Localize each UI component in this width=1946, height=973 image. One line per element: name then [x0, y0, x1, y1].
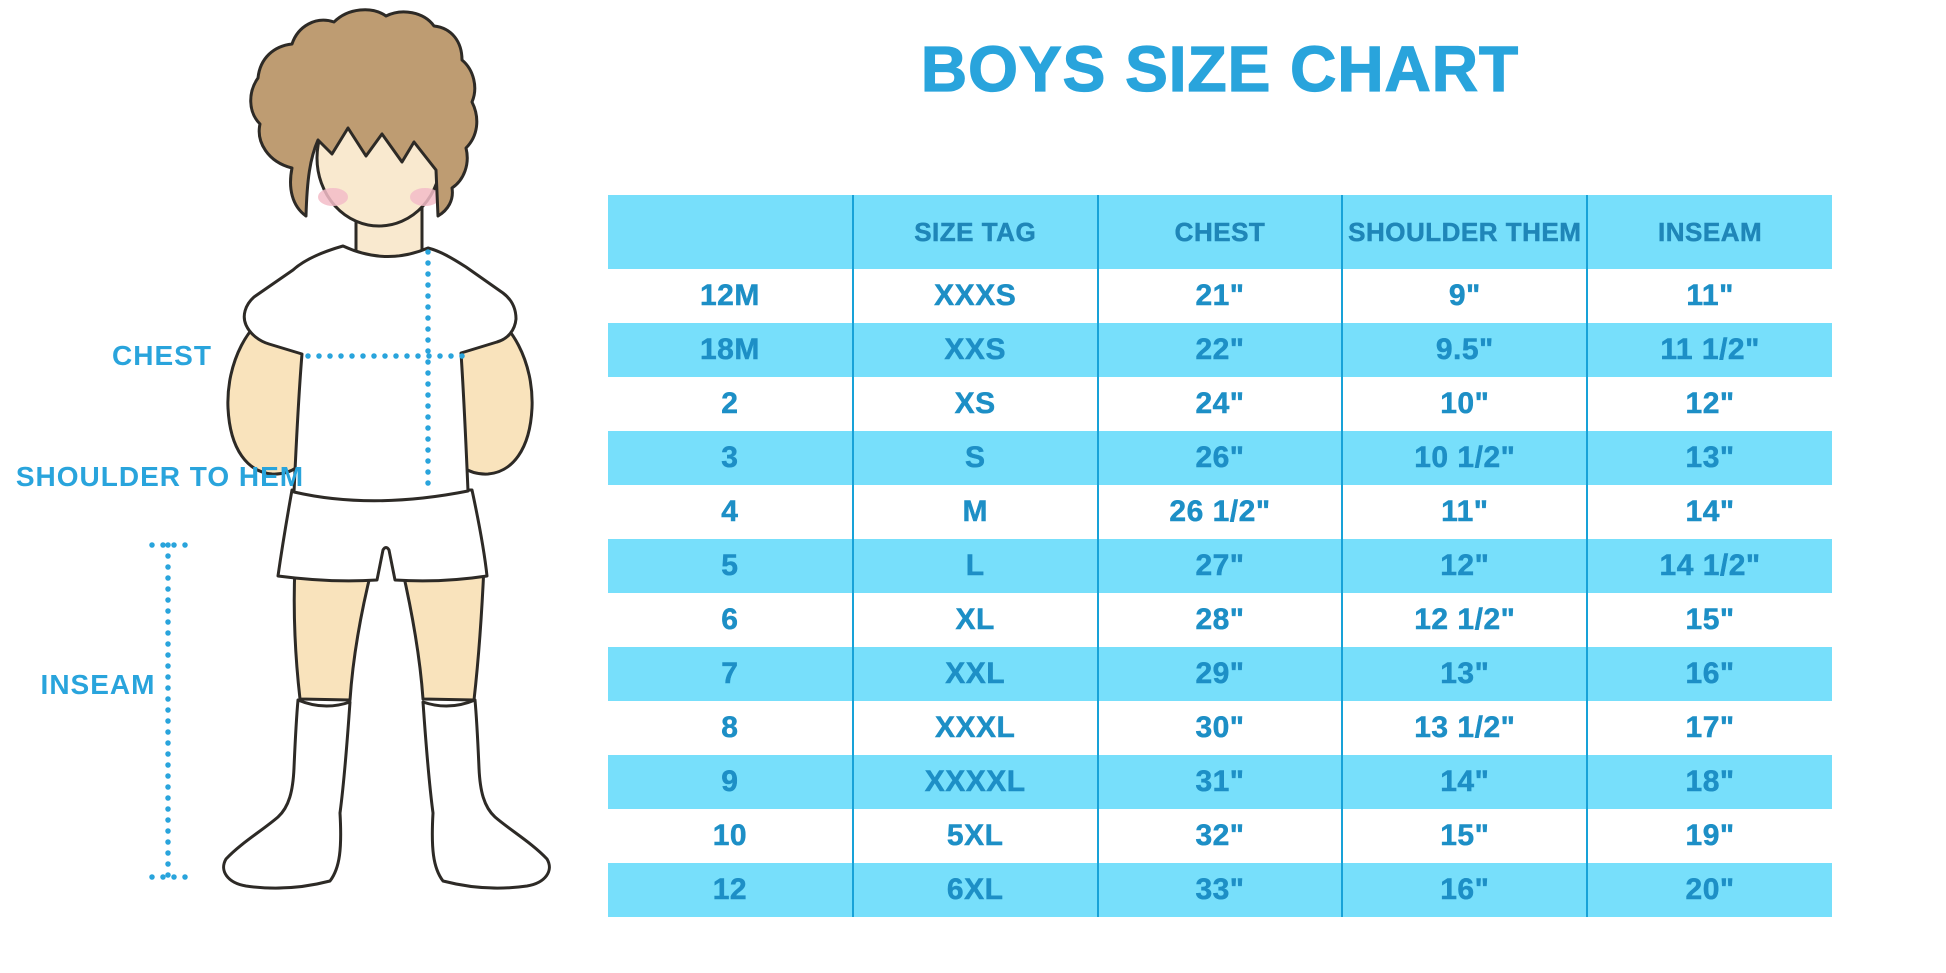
- page-title: BOYS SIZE CHART: [920, 33, 1520, 105]
- chest-cell: 31": [1096, 755, 1343, 809]
- size-cell: 12: [712, 873, 748, 907]
- table-row: 12M XXXS 21" 9" 11": [608, 269, 1832, 323]
- column-header-size: [608, 195, 853, 269]
- column-header-inseam: INSEAM: [1586, 195, 1832, 269]
- size-cell: 10: [712, 819, 748, 853]
- t-shirt: [242, 244, 518, 503]
- inseam-cell: 14 1/2": [1586, 539, 1832, 593]
- chest-cell: 27": [1096, 539, 1343, 593]
- size-tag-cell: XXL: [851, 647, 1098, 701]
- shoulder-them-cell: 15": [1341, 809, 1588, 863]
- hair: [249, 8, 479, 218]
- inseam-label: INSEAM: [41, 669, 156, 700]
- size-cell: 3: [721, 441, 739, 475]
- chest-cell: 26 1/2": [1096, 485, 1343, 539]
- chest-cell: 28": [1096, 593, 1343, 647]
- right-leg: [400, 564, 486, 702]
- table-row: 8 XXXL 30" 13 1/2" 17": [608, 701, 1832, 755]
- inseam-cell: 18": [1586, 755, 1832, 809]
- size-tag-cell: XXXS: [851, 269, 1098, 323]
- size-chart-header: SIZE TAG CHEST SHOULDER THEM INSEAM: [608, 195, 1832, 269]
- column-header-shoulder-them: SHOULDER THEM: [1341, 195, 1588, 269]
- chest-cell: 32": [1096, 809, 1343, 863]
- size-tag-cell: S: [851, 431, 1098, 485]
- shoulder-them-cell: 11": [1341, 485, 1588, 539]
- size-cell: 9: [721, 765, 739, 799]
- size-cell: 8: [721, 711, 739, 745]
- size-cell: 12M: [699, 279, 760, 313]
- size-tag-cell: M: [851, 485, 1098, 539]
- table-row: 5 L 27" 12" 14 1/2": [608, 539, 1832, 593]
- shoulder-them-cell: 12 1/2": [1341, 593, 1588, 647]
- table-row: 9 XXXXL 31" 14" 18": [608, 755, 1832, 809]
- size-tag-cell: XS: [851, 377, 1098, 431]
- chest-label: CHEST: [112, 340, 212, 371]
- size-tag-cell: L: [851, 539, 1098, 593]
- shoulder-them-cell: 13": [1341, 647, 1588, 701]
- size-cell: 6: [721, 603, 739, 637]
- right-sock: [421, 698, 551, 890]
- chest-cell: 24": [1096, 377, 1343, 431]
- table-row: 3 S 26" 10 1/2" 13": [608, 431, 1832, 485]
- size-tag-cell: XXS: [851, 323, 1098, 377]
- inseam-cell: 15": [1586, 593, 1832, 647]
- chest-cell: 21": [1096, 269, 1343, 323]
- shoulder-them-cell: 10 1/2": [1341, 431, 1588, 485]
- shoulder-them-cell: 12": [1341, 539, 1588, 593]
- shoulder-them-cell: 13 1/2": [1341, 701, 1588, 755]
- size-cell: 4: [721, 495, 739, 529]
- table-row: 12 6XL 33" 16" 20": [608, 863, 1832, 917]
- chest-cell: 22": [1096, 323, 1343, 377]
- table-row: 10 5XL 32" 15" 19": [608, 809, 1832, 863]
- size-tag-cell: XL: [851, 593, 1098, 647]
- table-row: 2 XS 24" 10" 12": [608, 377, 1832, 431]
- size-cell: 18M: [699, 333, 760, 367]
- chest-cell: 30": [1096, 701, 1343, 755]
- shorts: [276, 488, 489, 583]
- shoulder-them-cell: 9": [1341, 269, 1588, 323]
- size-chart-body: 12M XXXS 21" 9" 11" 18M XXS 22" 9.5" 11 …: [608, 269, 1832, 917]
- size-cell: 5: [721, 549, 739, 583]
- table-row: 18M XXS 22" 9.5" 11 1/2": [608, 323, 1832, 377]
- inseam-cell: 11 1/2": [1586, 323, 1832, 377]
- shoulder-them-cell: 10": [1341, 377, 1588, 431]
- left-sock: [222, 698, 352, 890]
- size-tag-cell: XXXL: [851, 701, 1098, 755]
- shoulder-to-hem-label: SHOULDER TO HEM: [16, 461, 304, 492]
- size-tag-cell: 6XL: [851, 863, 1098, 917]
- inseam-cell: 11": [1586, 269, 1832, 323]
- blush-right: [410, 188, 440, 206]
- shoulder-them-cell: 16": [1341, 863, 1588, 917]
- inseam-cell: 19": [1586, 809, 1832, 863]
- size-chart-table: SIZE TAG CHEST SHOULDER THEM INSEAM 12M …: [608, 195, 1832, 917]
- inseam-cell: 12": [1586, 377, 1832, 431]
- size-tag-cell: XXXXL: [851, 755, 1098, 809]
- inseam-cell: 13": [1586, 431, 1832, 485]
- boy-figure-svg: CHEST SHOULDER TO HEM INSEAM: [16, 8, 551, 890]
- chest-cell: 29": [1096, 647, 1343, 701]
- shoulder-them-cell: 9.5": [1341, 323, 1588, 377]
- header-row: SIZE TAG CHEST SHOULDER THEM INSEAM: [608, 195, 1832, 269]
- shoulder-them-cell: 14": [1341, 755, 1588, 809]
- size-cell: 7: [721, 657, 739, 691]
- chest-cell: 26": [1096, 431, 1343, 485]
- size-cell: 2: [721, 387, 739, 421]
- left-leg: [292, 564, 374, 702]
- measurement-illustration: CHEST SHOULDER TO HEM INSEAM: [0, 0, 560, 973]
- table-row: 6 XL 28" 12 1/2" 15": [608, 593, 1832, 647]
- table-row: 7 XXL 29" 13" 16": [608, 647, 1832, 701]
- column-header-size-tag: SIZE TAG: [851, 195, 1098, 269]
- inseam-cell: 17": [1586, 701, 1832, 755]
- table-row: 4 M 26 1/2" 11" 14": [608, 485, 1832, 539]
- inseam-cell: 14": [1586, 485, 1832, 539]
- inseam-cell: 20": [1586, 863, 1832, 917]
- size-tag-cell: 5XL: [851, 809, 1098, 863]
- chest-cell: 33": [1096, 863, 1343, 917]
- blush-left: [318, 188, 348, 206]
- inseam-cell: 16": [1586, 647, 1832, 701]
- column-header-chest: CHEST: [1096, 195, 1343, 269]
